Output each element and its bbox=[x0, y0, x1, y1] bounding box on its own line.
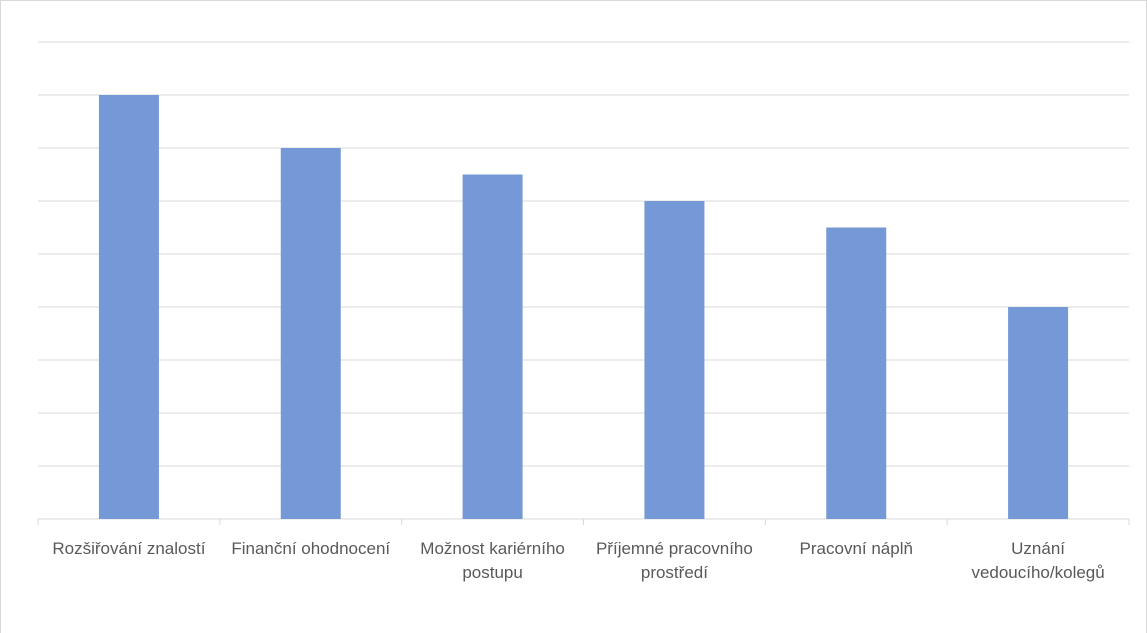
x-tick-label: Rozšiřování znalostí bbox=[52, 539, 206, 558]
bar bbox=[644, 201, 705, 519]
x-tick-label: Pracovní náplň bbox=[799, 539, 913, 558]
x-tick-label: Uznání vedoucího/kolegů bbox=[971, 539, 1105, 582]
bar bbox=[826, 227, 887, 519]
x-tick-label: Možnost kariérního postupu bbox=[420, 539, 565, 582]
bar bbox=[280, 148, 341, 519]
x-tick-label: Finanční ohodnocení bbox=[231, 539, 391, 558]
bar bbox=[98, 95, 159, 519]
bar bbox=[1008, 307, 1069, 519]
x-tick-label: Příjemné pracovního prostředí bbox=[595, 539, 753, 582]
bar bbox=[462, 174, 523, 519]
